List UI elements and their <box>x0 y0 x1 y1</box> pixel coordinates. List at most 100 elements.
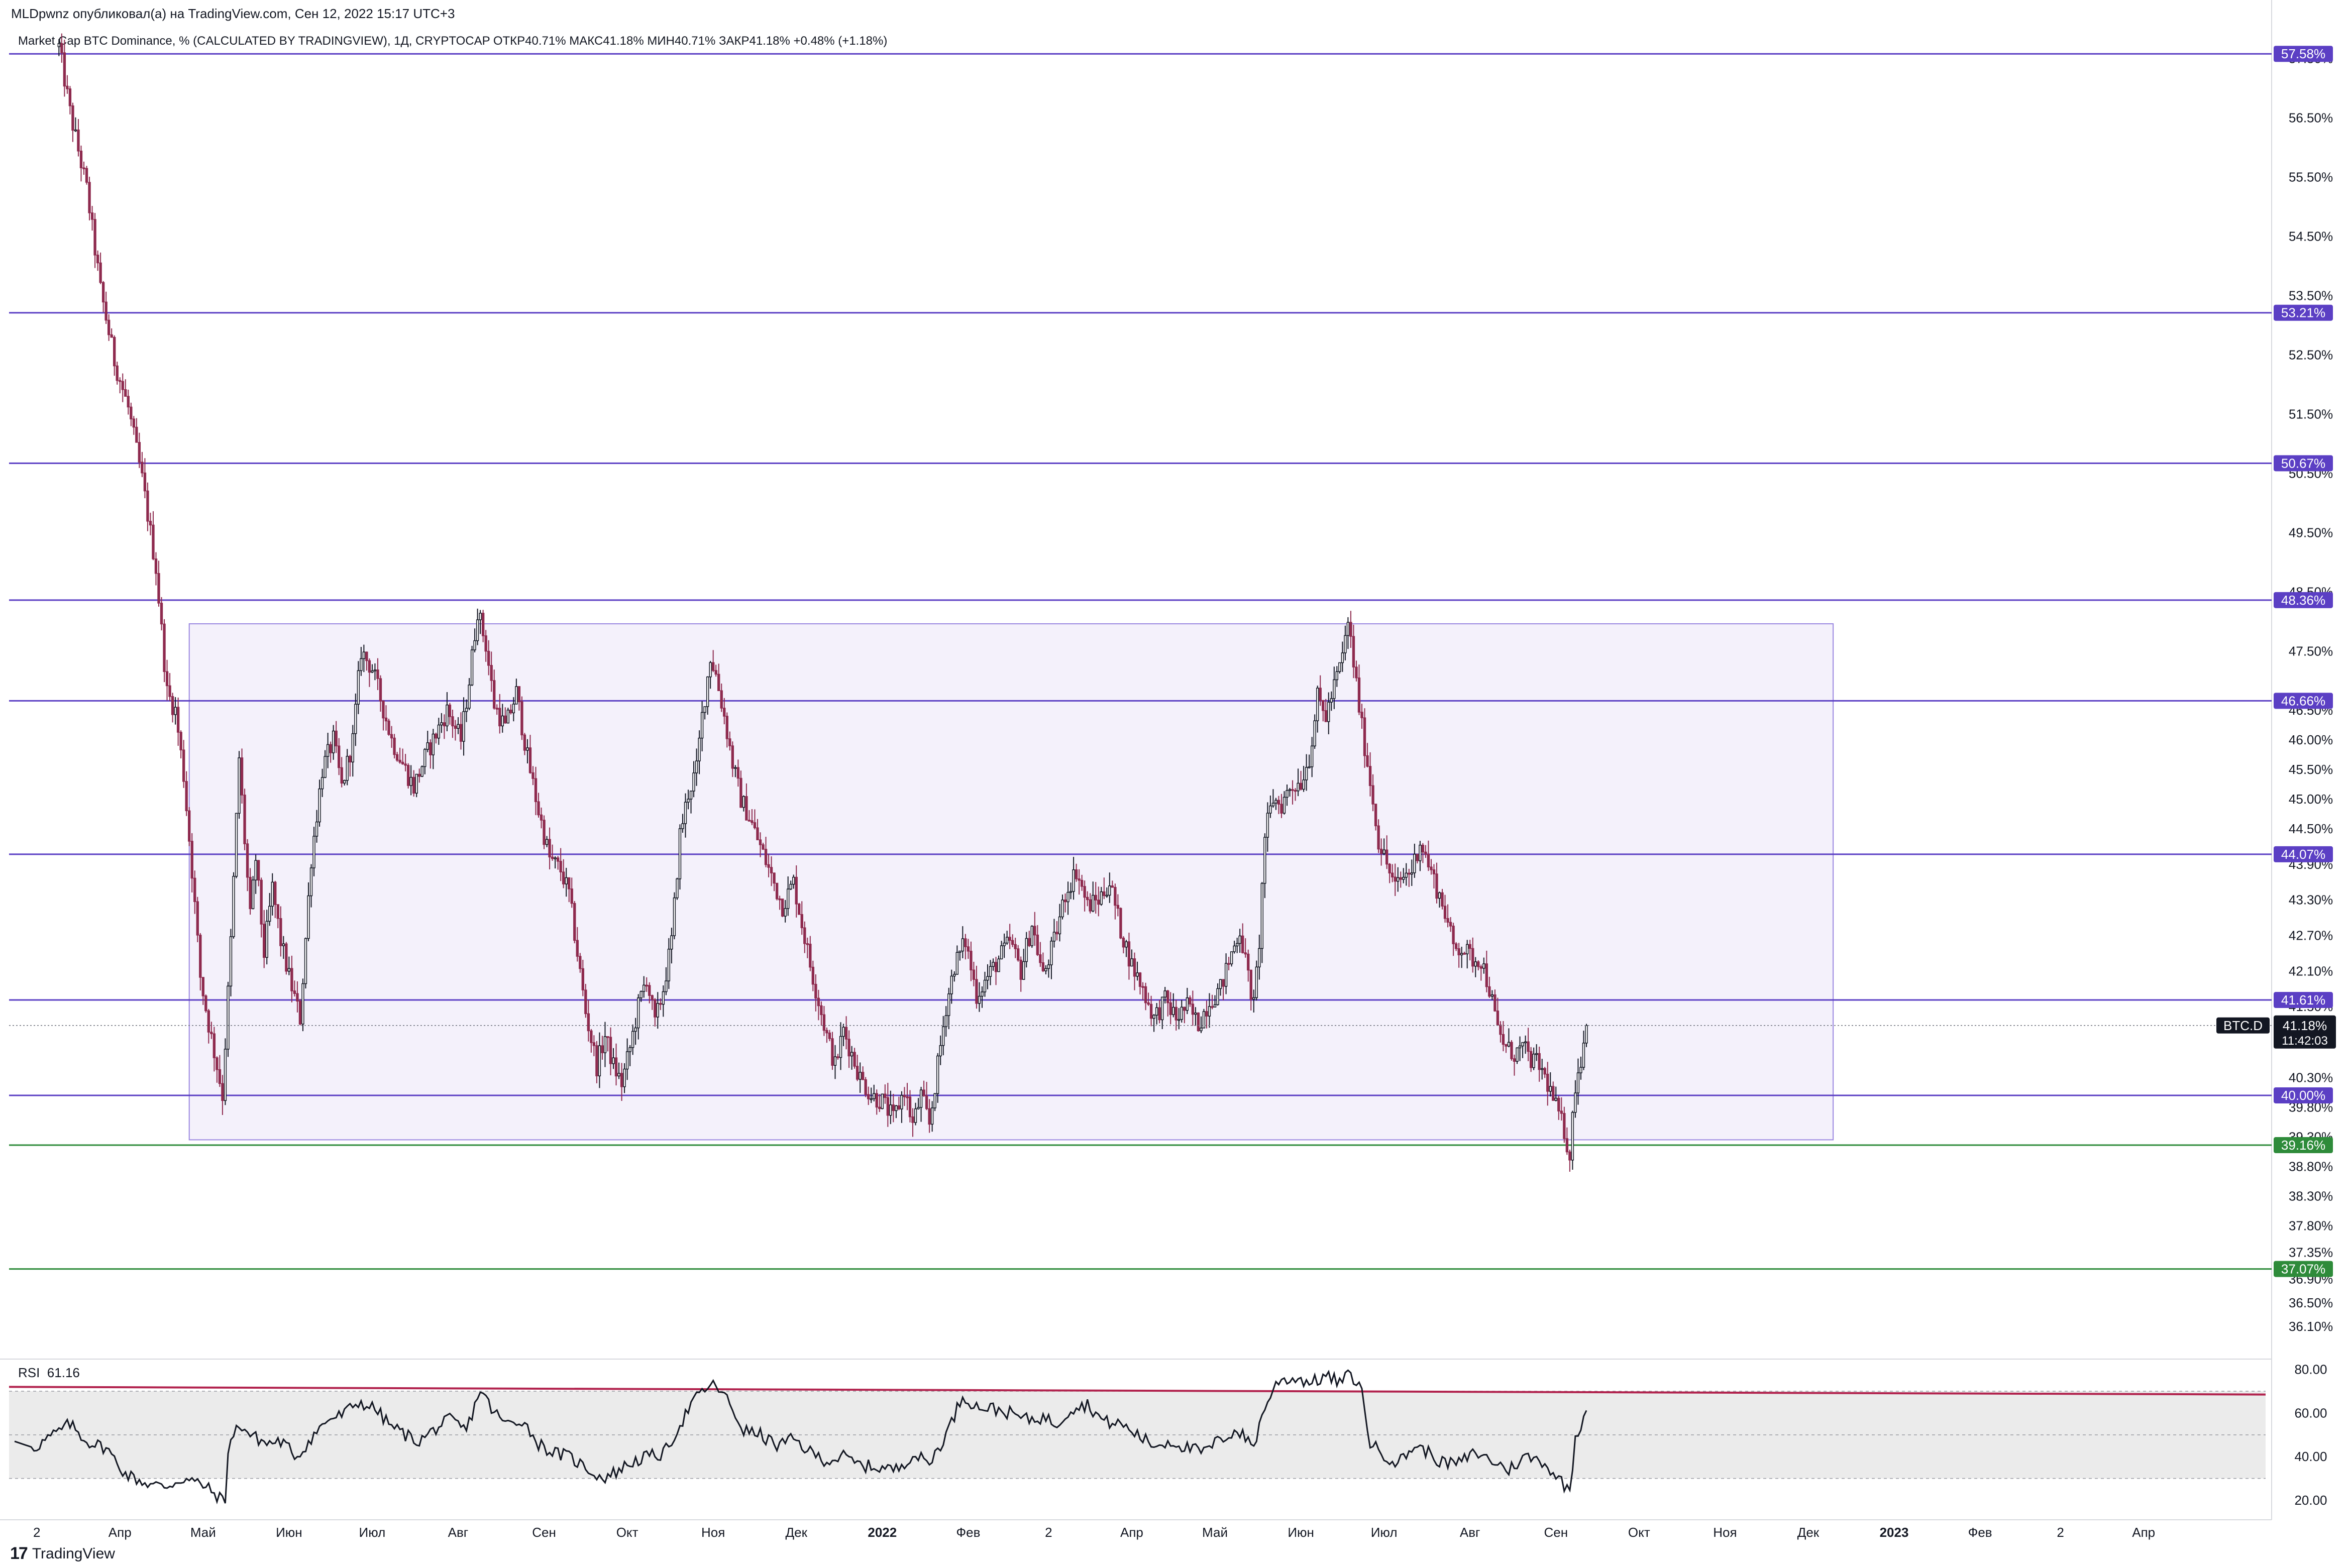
candle-body <box>1114 886 1117 906</box>
candle-body <box>127 396 130 408</box>
candle-body <box>63 52 66 87</box>
candle-body <box>570 888 573 904</box>
candle-body <box>751 820 754 823</box>
candle-body <box>251 879 255 910</box>
candle-body <box>326 744 330 757</box>
candle-body <box>432 733 435 755</box>
candle-body <box>1346 622 1350 636</box>
candle-body <box>576 940 579 957</box>
candle-body <box>509 709 512 714</box>
level-label: 37.07% <box>2281 1262 2325 1277</box>
candle-body <box>371 670 374 673</box>
level-label: 46.66% <box>2281 693 2325 708</box>
level-tag <box>2274 455 2333 472</box>
candle-body <box>1571 1112 1574 1161</box>
candle-body <box>398 759 401 763</box>
candle-body <box>1560 1110 1563 1114</box>
candle-body <box>338 745 341 768</box>
candle-body <box>1576 1072 1580 1093</box>
candle-body <box>235 813 238 877</box>
candle-body <box>889 1104 892 1116</box>
candle-body <box>886 1097 890 1116</box>
candle-body <box>919 1089 923 1108</box>
candle-body <box>1299 782 1303 790</box>
candle-body <box>637 997 640 1029</box>
candle-body <box>260 879 263 925</box>
candle-body <box>1202 1011 1206 1029</box>
candle-body <box>856 1066 859 1080</box>
candle-body <box>1216 988 1219 1005</box>
candle-body <box>1235 943 1239 947</box>
candle-body <box>1521 1042 1524 1047</box>
time-tick-label: Окт <box>1628 1525 1650 1540</box>
candle-body <box>1180 1006 1183 1020</box>
candle-body <box>143 472 147 492</box>
candle-body <box>1100 891 1103 905</box>
candle-body <box>1041 962 1045 971</box>
candle-body <box>1047 964 1050 969</box>
candle-body <box>1083 886 1086 898</box>
candle-body <box>1535 1053 1538 1055</box>
candle-body <box>717 674 720 691</box>
candle-body <box>687 799 690 803</box>
candle-body <box>365 651 368 661</box>
candle-body <box>523 734 526 751</box>
candle-body <box>351 733 354 763</box>
candle-body <box>360 658 363 671</box>
candle-body <box>506 709 509 724</box>
candle-body <box>296 993 299 1002</box>
candle-body <box>667 949 671 981</box>
candle-body <box>1524 1041 1527 1044</box>
candle-body <box>981 991 984 997</box>
candle-body <box>795 876 798 905</box>
candle-body <box>897 1105 901 1109</box>
candle-body <box>1222 979 1225 987</box>
candle-body <box>1474 961 1477 967</box>
candle-body <box>670 935 673 950</box>
candle-body <box>93 219 96 256</box>
level-label: 48.36% <box>2281 593 2325 608</box>
candle-body <box>554 857 557 859</box>
candle-body <box>723 708 726 717</box>
candle-body <box>645 984 648 987</box>
candle-body <box>1338 662 1341 672</box>
candle-body <box>992 962 995 967</box>
candle-body <box>501 715 504 727</box>
candle-body <box>1186 997 1189 1011</box>
candle-body <box>817 997 820 1006</box>
candle-body <box>160 603 163 625</box>
candle-body <box>1441 892 1444 907</box>
candle-body <box>601 1045 604 1053</box>
level-tag <box>2274 1087 2333 1103</box>
candle-body <box>1125 941 1128 948</box>
candle-body <box>1036 934 1039 955</box>
candle-body <box>734 767 737 769</box>
candle-body <box>1527 1041 1530 1052</box>
candle-body <box>1019 959 1022 980</box>
tradingview-brand[interactable]: 17 TradingView <box>10 1544 115 1563</box>
level-tag <box>2274 46 2333 62</box>
candle-body <box>1144 986 1147 1003</box>
candle-body <box>1313 720 1316 747</box>
candle-body <box>1211 1006 1214 1008</box>
candle-body <box>1496 1011 1500 1026</box>
time-tick-label: Май <box>1202 1525 1228 1540</box>
candle-body <box>1230 951 1233 964</box>
candle-body <box>1394 876 1397 882</box>
candle-body <box>1055 932 1058 935</box>
candle-body <box>1357 677 1361 713</box>
candle-body <box>725 716 728 739</box>
candle-body <box>1482 963 1485 969</box>
candle-body <box>479 613 482 620</box>
candle-body <box>349 756 352 763</box>
candle-body <box>1108 885 1111 896</box>
candle-body <box>639 991 643 998</box>
time-tick-label: Дек <box>786 1525 808 1540</box>
candle-body <box>321 777 324 790</box>
candle-body <box>631 1031 634 1048</box>
candle-body <box>1557 1097 1560 1111</box>
candle-body <box>1283 797 1286 814</box>
candle-body <box>967 946 970 952</box>
candle-body <box>1355 666 1358 679</box>
